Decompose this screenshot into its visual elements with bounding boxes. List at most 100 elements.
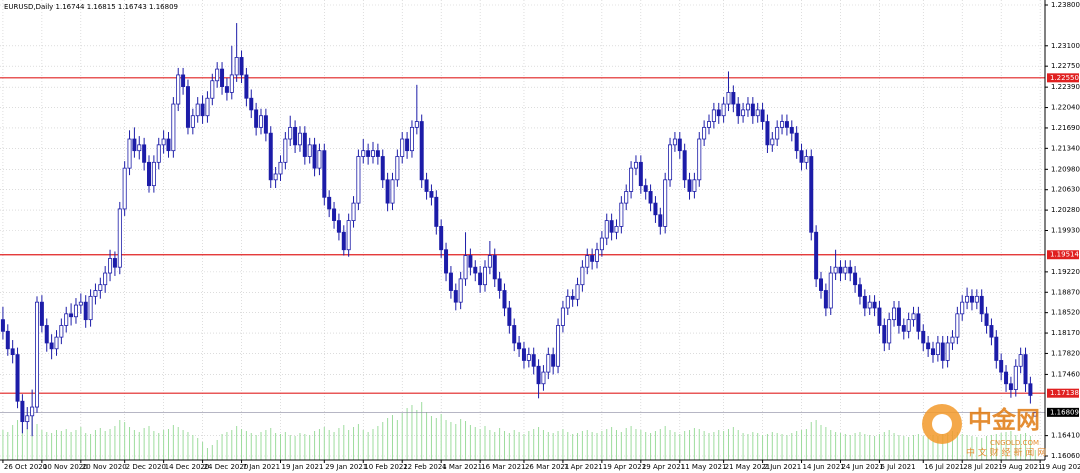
candle-body — [356, 156, 361, 204]
x-tick-label: 24 Jun 2021 — [841, 463, 883, 471]
last-price-box — [1047, 407, 1079, 417]
candle-body — [629, 167, 634, 192]
y-tick-label: 1.22750 — [1051, 62, 1080, 70]
y-tick-label: 1.20630 — [1051, 186, 1080, 194]
candle-body — [273, 173, 278, 181]
candle-body — [784, 121, 789, 128]
levels — [0, 77, 1045, 413]
candle-body — [424, 179, 429, 192]
candle-body — [609, 220, 614, 233]
candle-body — [711, 109, 716, 122]
candle-body — [979, 295, 984, 315]
candle-body — [122, 167, 127, 210]
candle-body — [492, 255, 497, 280]
candle-body — [531, 354, 536, 367]
candle-body — [994, 336, 999, 361]
candle-body — [234, 57, 239, 76]
candle-body — [73, 304, 78, 318]
candle-body — [409, 126, 414, 152]
candle-body — [317, 150, 322, 169]
x-tick-label: 7 Jan 2021 — [243, 463, 281, 471]
candle-body — [215, 68, 220, 82]
candle-body — [828, 272, 833, 309]
watermark: 中金网 CNGOLD.COM 中 文 财 经 新 闻 网 — [922, 404, 1046, 459]
x-tick-label: 16 Mar 2021 — [481, 463, 525, 471]
level-label: 1.22550 — [1050, 74, 1079, 82]
candle-body — [517, 342, 522, 350]
candle-body — [220, 68, 225, 87]
candle-body — [366, 150, 371, 157]
candle-body — [49, 342, 54, 350]
watermark-logo-inner — [932, 414, 952, 434]
candle-body — [1004, 371, 1009, 385]
candle-body — [672, 138, 677, 146]
candle-body — [848, 266, 853, 274]
candle-body — [916, 313, 921, 332]
candle-body — [419, 121, 424, 181]
candle-body — [862, 295, 867, 309]
candle-body — [161, 138, 166, 146]
candle-body — [185, 86, 190, 128]
candle-body — [327, 196, 332, 210]
x-tick-label: 14 Jun 2021 — [803, 463, 845, 471]
candle-body — [322, 150, 327, 198]
candle-body — [44, 325, 49, 344]
x-tick-label: 19 Aug 2021 — [1041, 463, 1080, 471]
candle-body — [619, 202, 624, 227]
candle-body — [590, 255, 595, 262]
candle-body — [653, 202, 658, 216]
candle-body — [302, 132, 307, 157]
candle-body — [239, 57, 244, 76]
candle-body — [39, 301, 44, 326]
candle-body — [614, 226, 619, 233]
candle-body — [877, 307, 882, 326]
candle-body — [560, 307, 565, 326]
x-tick-label: 6 Jul 2021 — [880, 463, 915, 471]
x-tick-label: 20 Nov 2020 — [82, 463, 127, 471]
candle-body — [955, 313, 960, 338]
candle-body — [765, 121, 770, 146]
candle-body — [414, 121, 419, 128]
candle-body — [804, 156, 809, 163]
candle-body — [448, 272, 453, 291]
candle-body — [137, 144, 142, 152]
candle-body — [853, 272, 858, 286]
candle-body — [351, 202, 356, 221]
candle-body — [117, 208, 122, 268]
candle-body — [838, 266, 843, 274]
x-tick-label: 26 Oct 2020 — [4, 463, 47, 471]
candle-body — [702, 126, 707, 140]
candle-body — [224, 86, 229, 93]
candle-body — [935, 342, 940, 356]
candle-body — [83, 301, 88, 321]
candle-body — [1023, 354, 1028, 385]
volume — [2, 402, 1036, 460]
x-tick-label: 14 Dec 2020 — [165, 463, 210, 471]
candle-body — [775, 126, 780, 140]
candle-body — [1028, 383, 1033, 396]
candle-body — [434, 196, 439, 227]
watermark-site: CNGOLD.COM — [990, 439, 1039, 447]
candle-body — [921, 330, 926, 344]
candle-body — [707, 121, 712, 128]
candle-body — [64, 313, 69, 326]
candles — [0, 23, 1038, 437]
candle-body — [633, 161, 638, 169]
candle-body — [896, 307, 901, 326]
x-tick-label: 19 Jan 2021 — [281, 463, 323, 471]
candle-body — [901, 325, 906, 332]
candle-body — [15, 354, 20, 402]
candle-body — [69, 313, 74, 318]
candle-body — [721, 103, 726, 117]
candle-body — [599, 237, 604, 251]
x-tick-label: 10 Feb 2021 — [364, 463, 408, 471]
candle-body — [780, 121, 785, 128]
candle-body — [663, 179, 668, 227]
candle-body — [283, 138, 288, 163]
x-tick-label: 29 Jan 2021 — [325, 463, 367, 471]
candle-body — [88, 295, 93, 321]
candle-body — [156, 144, 161, 163]
x-tick-label: 16 Jul 2021 — [924, 463, 964, 471]
